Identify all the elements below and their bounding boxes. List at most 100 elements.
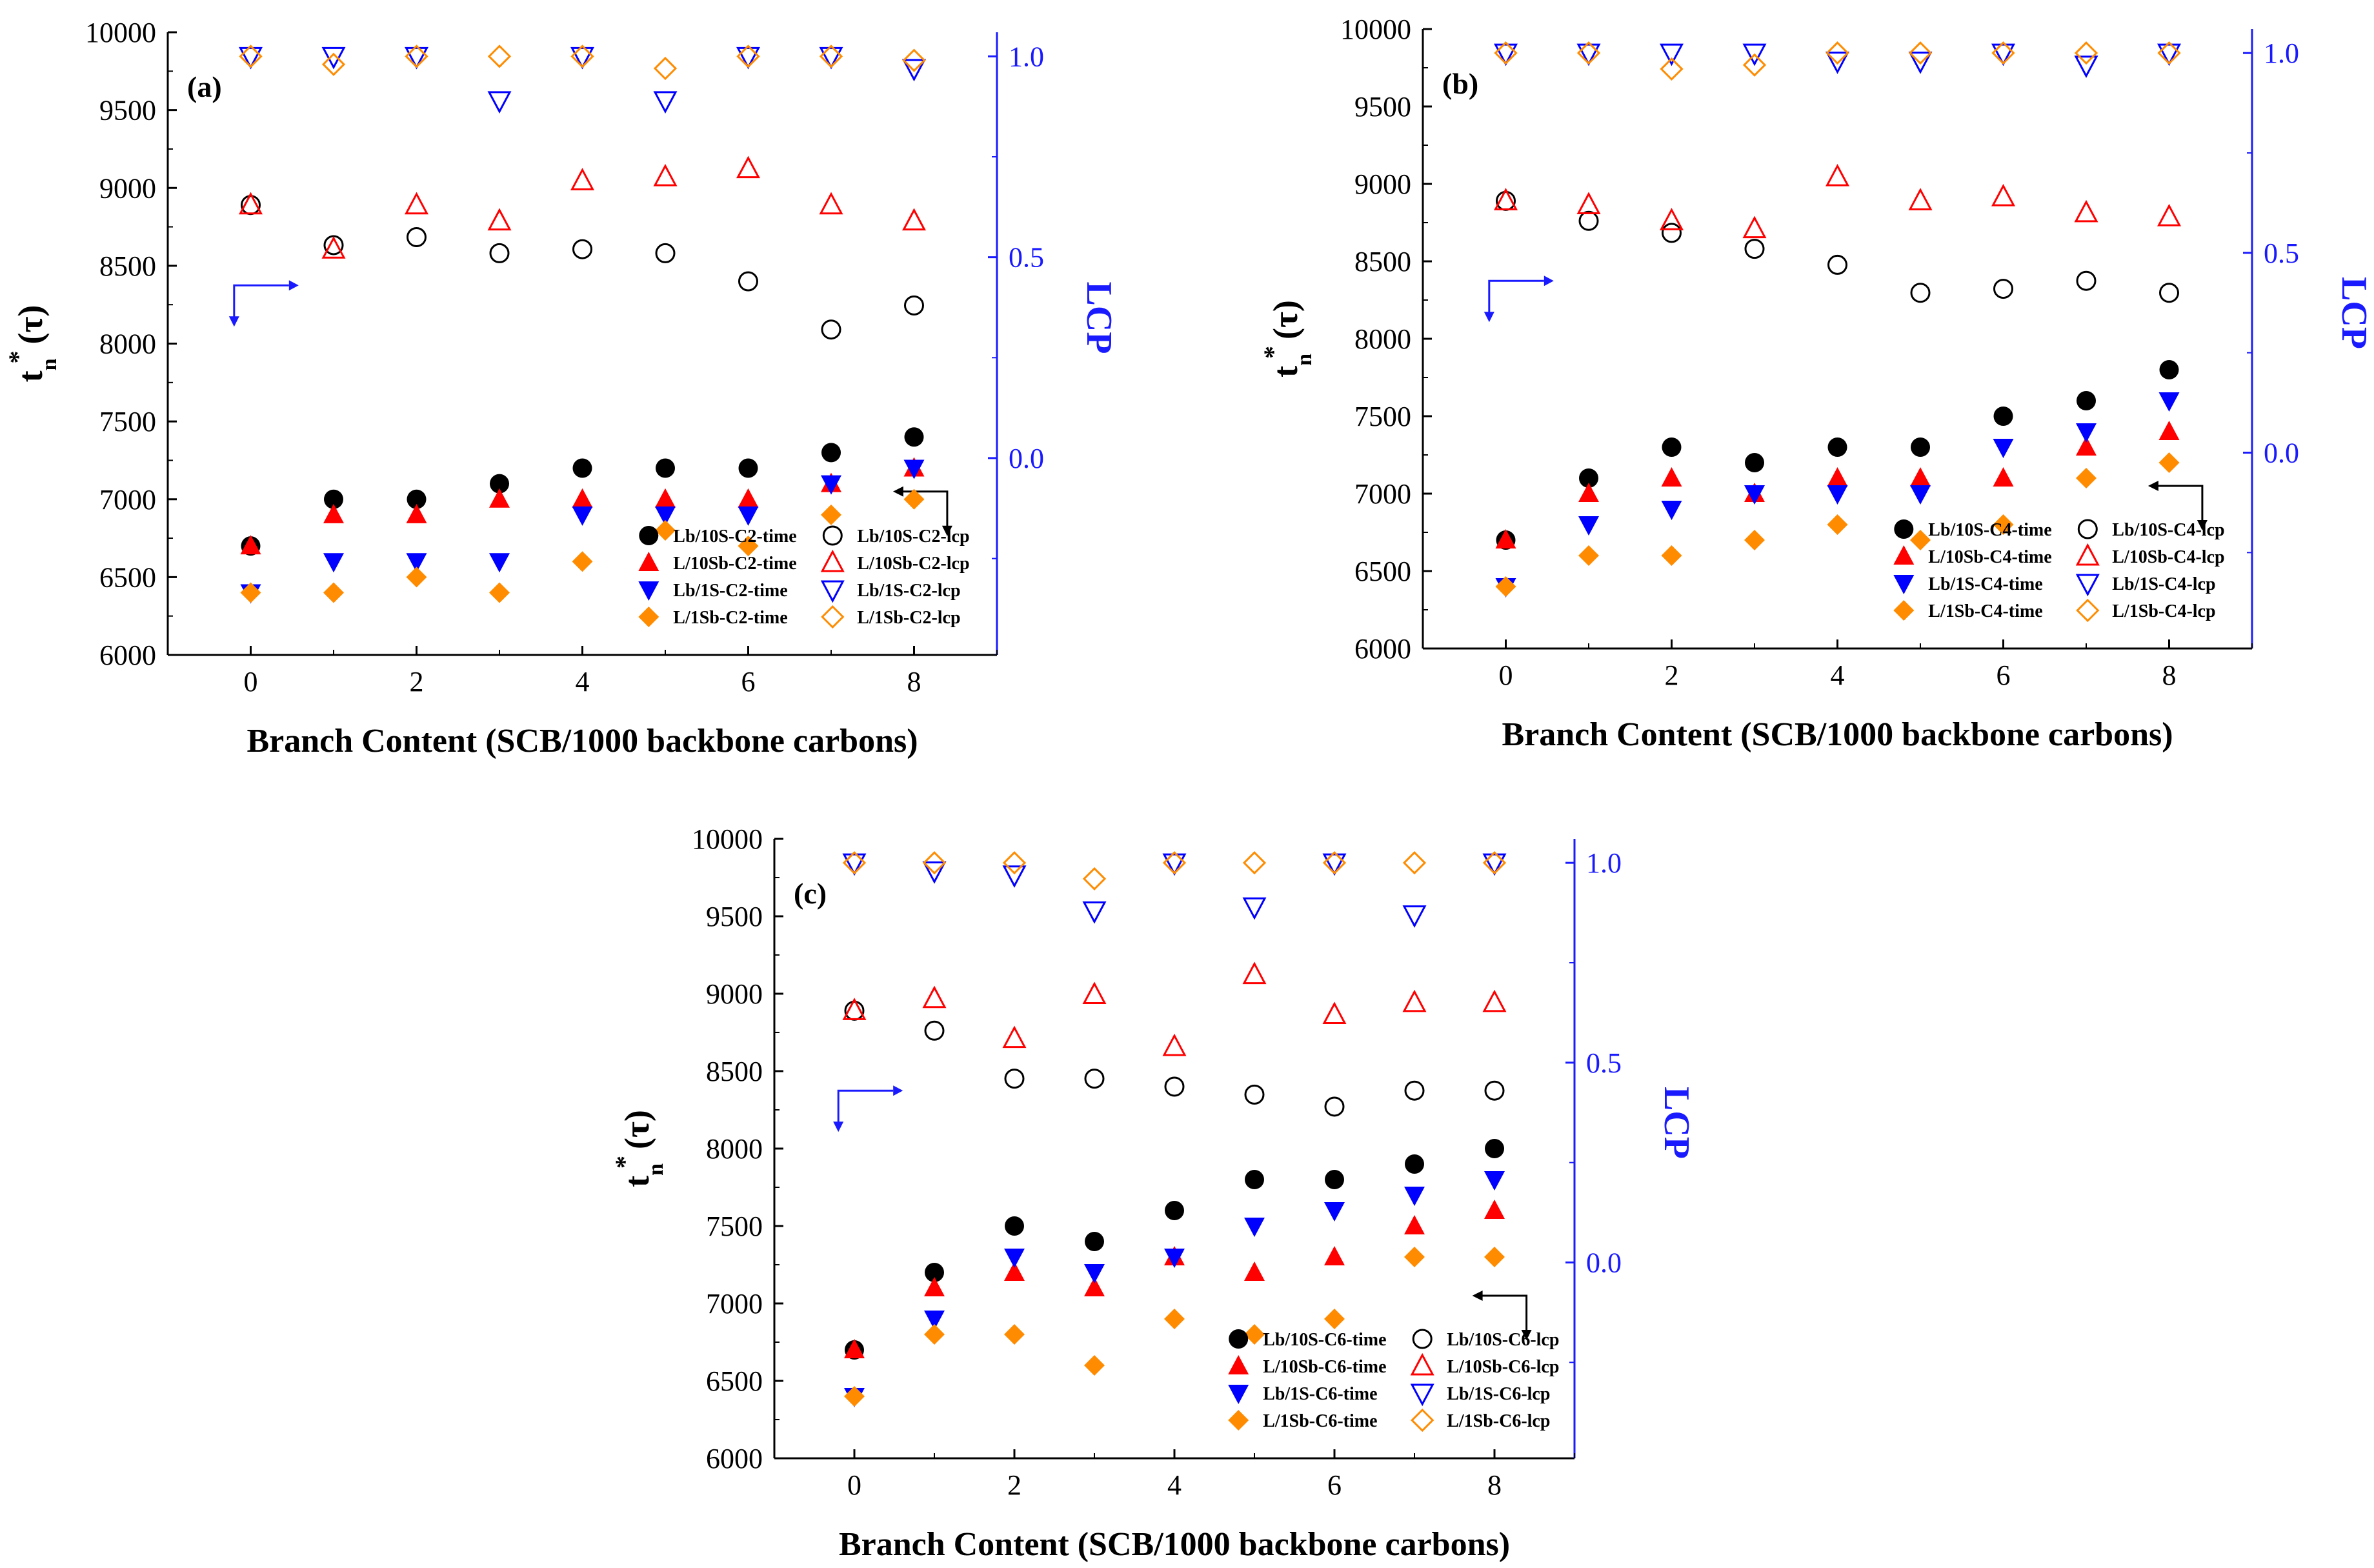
data-point bbox=[1484, 1247, 1505, 1267]
data-point bbox=[2074, 199, 2098, 223]
x-tick-label: 2 bbox=[1665, 659, 1679, 691]
data-point bbox=[323, 553, 344, 573]
panel-label: (a) bbox=[187, 70, 222, 103]
data-point bbox=[1826, 163, 1849, 186]
data-point bbox=[2076, 436, 2097, 456]
data-point bbox=[240, 582, 261, 603]
chart-panel-b: 6000 6500 7000 7500 8000 8500 9000 9500 10000 0 2 4… bbox=[1258, 14, 2374, 753]
data-point bbox=[925, 1263, 944, 1282]
data-point bbox=[1993, 467, 2014, 487]
legend-marker bbox=[639, 526, 659, 545]
data-point bbox=[407, 227, 427, 248]
legend-marker-shape bbox=[821, 605, 845, 629]
legend-marker-shape bbox=[1411, 1408, 1434, 1432]
data-point bbox=[1993, 514, 2014, 535]
data-point bbox=[653, 163, 678, 186]
data-point bbox=[821, 443, 841, 463]
data-point bbox=[1164, 1309, 1185, 1329]
series-Lb/10S-C6-lcp bbox=[844, 1000, 1505, 1117]
data-point bbox=[821, 319, 841, 340]
data-point bbox=[1993, 407, 2013, 426]
legend-label: Lb/10S-C4-time bbox=[1928, 520, 2051, 540]
y2-tick-label: 1.0 bbox=[1009, 41, 1044, 72]
data-point bbox=[1910, 283, 1931, 303]
legend-entry: Lb/10S-C2-time bbox=[639, 526, 797, 547]
data-point bbox=[653, 91, 678, 114]
data-point bbox=[1322, 851, 1347, 875]
data-point bbox=[405, 45, 428, 68]
data-point bbox=[1661, 545, 1682, 566]
legend-marker-shape bbox=[1412, 1329, 1433, 1349]
legend-entry: Lb/1S-C4-lcp bbox=[2075, 574, 2216, 597]
data-point bbox=[1164, 1249, 1185, 1268]
data-point bbox=[1908, 52, 1933, 74]
data-point bbox=[2157, 203, 2181, 226]
y-axis-title-sub: n bbox=[1293, 354, 1316, 366]
data-point bbox=[1494, 188, 1518, 210]
legend-marker bbox=[638, 552, 659, 571]
legend-marker bbox=[1894, 519, 1914, 539]
data-point bbox=[1324, 1309, 1345, 1329]
data-point bbox=[1002, 851, 1027, 875]
y-tick-label: 8000 bbox=[99, 328, 156, 360]
legend-marker-shape bbox=[1410, 1352, 1434, 1376]
legend-marker bbox=[1412, 1329, 1433, 1349]
y-tick-label: 7500 bbox=[99, 406, 156, 437]
data-point bbox=[1324, 1246, 1345, 1265]
data-point bbox=[1745, 453, 1764, 472]
legend-marker-shape bbox=[1228, 1410, 1249, 1431]
data-point bbox=[323, 582, 344, 603]
data-point bbox=[656, 458, 675, 478]
legend-marker bbox=[638, 607, 659, 627]
data-point bbox=[1482, 853, 1507, 876]
data-point bbox=[924, 1311, 945, 1330]
data-point bbox=[1826, 52, 1849, 74]
data-point bbox=[1004, 1324, 1025, 1345]
left-axis-indicator-arrow bbox=[837, 1089, 894, 1123]
data-point bbox=[653, 56, 678, 81]
legend-marker-shape bbox=[1228, 1355, 1249, 1374]
legend-label: L/10Sb-C4-lcp bbox=[2112, 547, 2224, 567]
legend: Lb/10S-C6-time Lb/10S-C6-lcp L/10Sb-C6-tim… bbox=[1228, 1329, 1559, 1432]
data-point bbox=[1991, 183, 2015, 206]
data-point bbox=[1827, 437, 1847, 457]
data-point bbox=[844, 1386, 865, 1407]
data-point bbox=[239, 46, 263, 70]
data-point bbox=[1245, 1170, 1264, 1189]
data-point bbox=[1578, 483, 1599, 502]
data-point bbox=[1991, 43, 2015, 66]
data-point bbox=[819, 192, 843, 215]
y2-tick-label: 0.5 bbox=[1586, 1047, 1622, 1079]
arrow-head bbox=[833, 1121, 844, 1132]
data-point bbox=[1404, 1215, 1425, 1234]
legend-entry: Lb/10S-C4-time bbox=[1894, 519, 2052, 540]
y-tick-label: 9000 bbox=[99, 172, 156, 204]
data-point bbox=[842, 851, 867, 875]
legend-label: L/1Sb-C2-time bbox=[673, 608, 787, 628]
legend-entry: L/1Sb-C2-lcp bbox=[821, 605, 961, 629]
data-point bbox=[1485, 1139, 1504, 1158]
y-tick-label: 8500 bbox=[706, 1056, 763, 1087]
legend-label: L/1Sb-C6-time bbox=[1263, 1411, 1377, 1431]
data-point bbox=[924, 1020, 945, 1041]
y-tick-label: 9000 bbox=[1354, 168, 1411, 200]
legend-entry: Lb/1S-C6-lcp bbox=[1410, 1383, 1550, 1407]
x-axis-title: Branch Content (SCB/1000 backbone carbon… bbox=[246, 723, 918, 759]
left-axis-indicator-arrow bbox=[1488, 279, 1544, 314]
legend-marker bbox=[638, 581, 659, 601]
x-tick-label: 6 bbox=[741, 666, 756, 698]
data-point bbox=[572, 458, 592, 478]
data-point bbox=[406, 567, 427, 588]
data-point bbox=[1244, 1261, 1265, 1281]
data-point bbox=[1004, 1069, 1025, 1089]
series-Lb/10S-C4-time bbox=[1496, 360, 2179, 550]
legend-entry: Lb/1S-C6-time bbox=[1228, 1384, 1378, 1404]
legend-marker bbox=[1410, 1352, 1434, 1376]
legend-marker bbox=[1893, 545, 1915, 565]
legend-entry: Lb/1S-C2-time bbox=[638, 581, 788, 601]
arrow-head bbox=[228, 316, 239, 327]
y-tick-label: 6500 bbox=[99, 561, 156, 593]
data-point bbox=[572, 506, 593, 526]
legend-marker-shape bbox=[1228, 1385, 1249, 1404]
data-point bbox=[1402, 905, 1427, 928]
